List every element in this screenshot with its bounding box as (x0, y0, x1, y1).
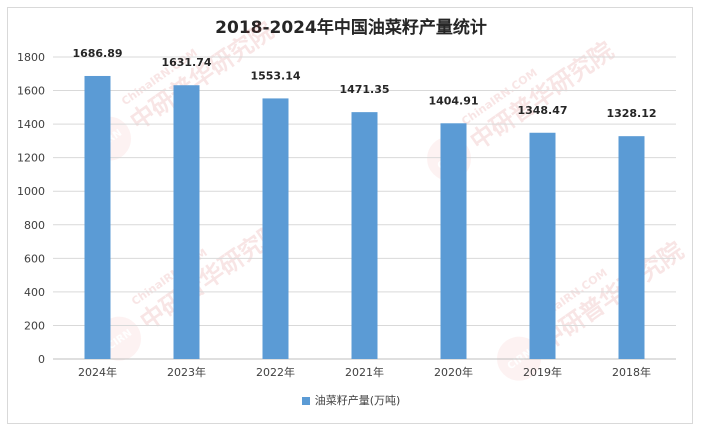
x-tick-label: 2021年 (345, 365, 384, 379)
bar (529, 132, 556, 359)
x-axis: 2024年 2023年 2022年 2021年 2020年 2019年 2018年 (78, 365, 651, 379)
data-label: 1631.74 (161, 56, 211, 69)
chart-title: 2018-2024年中国油菜籽产量统计 (215, 18, 487, 38)
y-tick-label: 200 (24, 319, 45, 332)
bar (351, 112, 378, 359)
y-tick-label: 800 (24, 219, 45, 232)
legend-label: 油菜籽产量(万吨) (314, 394, 401, 407)
bar (173, 85, 200, 359)
chart-frame (7, 7, 693, 424)
y-tick-label: 1400 (17, 118, 45, 131)
x-tick-label: 2024年 (78, 365, 117, 379)
y-axis: 0 200 400 600 800 1000 1200 1400 1600 1800 (17, 51, 45, 366)
bar (440, 123, 467, 359)
bar (618, 136, 645, 359)
x-tick-label: 2019年 (523, 365, 562, 379)
legend: 油菜籽产量(万吨) (0, 392, 702, 408)
y-tick-label: 0 (38, 353, 45, 366)
y-tick-label: 1600 (17, 85, 45, 98)
data-labels: 1686.89 1631.74 1553.14 1471.35 1404.91 1348.… (72, 47, 656, 120)
bars (84, 75, 645, 359)
x-tick-label: 2018年 (612, 365, 651, 379)
x-tick-label: 2022年 (256, 365, 295, 379)
y-tick-label: 600 (24, 252, 45, 265)
y-tick-label: 1000 (17, 185, 45, 198)
data-label: 1404.91 (428, 94, 478, 107)
y-tick-label: 1800 (17, 51, 45, 64)
y-tick-label: 400 (24, 286, 45, 299)
data-label: 1328.12 (606, 107, 656, 120)
data-label: 1471.35 (339, 83, 389, 96)
y-tick-label: 1200 (17, 152, 45, 165)
x-tick-label: 2020年 (434, 365, 473, 379)
legend-swatch (301, 397, 310, 405)
x-tick-label: 2023年 (167, 365, 206, 379)
data-label: 1553.14 (250, 69, 300, 82)
bar (84, 75, 111, 359)
bar (262, 98, 289, 359)
data-label: 1348.47 (517, 104, 567, 117)
data-label: 1686.89 (72, 47, 122, 60)
